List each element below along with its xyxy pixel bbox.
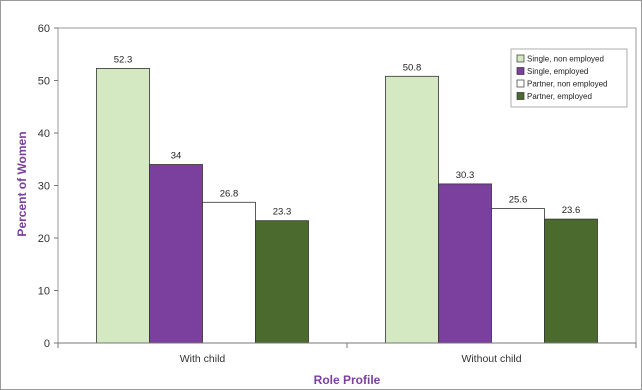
legend-swatch <box>516 92 525 100</box>
legend: Single, non employed Single, employed Part… <box>510 48 628 108</box>
legend-label: Single, non employed <box>527 55 604 64</box>
x-axis-title: Role Profile <box>314 373 381 387</box>
data-label: 52.3 <box>114 54 133 65</box>
bar <box>438 183 492 344</box>
legend-label: Single, employed <box>527 67 588 76</box>
data-label: 23.6 <box>562 205 581 216</box>
bar <box>385 75 439 344</box>
legend-swatch <box>516 54 525 63</box>
data-label: 26.8 <box>220 188 239 199</box>
bar <box>149 164 203 344</box>
legend-box <box>510 48 628 108</box>
bar <box>96 68 150 344</box>
x-tick-label: Without child <box>461 353 521 365</box>
y-tick-label: 60 <box>38 23 50 35</box>
bar <box>255 220 309 344</box>
x-tick-label: With child <box>180 353 226 365</box>
bar <box>544 218 598 344</box>
data-label: 23.3 <box>273 207 292 218</box>
y-tick-label: 20 <box>38 233 50 245</box>
legend-swatch <box>516 79 525 88</box>
data-label: 25.6 <box>509 195 528 206</box>
data-label: 50.8 <box>403 62 422 73</box>
legend-label: Partner, non employed <box>527 80 608 89</box>
legend-label: Partner, employed <box>527 92 592 101</box>
legend-swatch <box>516 67 525 75</box>
y-tick-label: 10 <box>38 286 50 298</box>
bar <box>202 201 256 344</box>
data-label: 34 <box>171 151 182 162</box>
bar <box>491 208 545 344</box>
y-tick-label: 50 <box>38 76 50 88</box>
y-tick-label: 40 <box>38 128 50 140</box>
y-tick-label: 30 <box>38 181 50 193</box>
y-axis-title: Percent of Women <box>15 131 29 236</box>
y-tick-label: 0 <box>44 338 50 350</box>
data-label: 30.3 <box>456 170 475 181</box>
